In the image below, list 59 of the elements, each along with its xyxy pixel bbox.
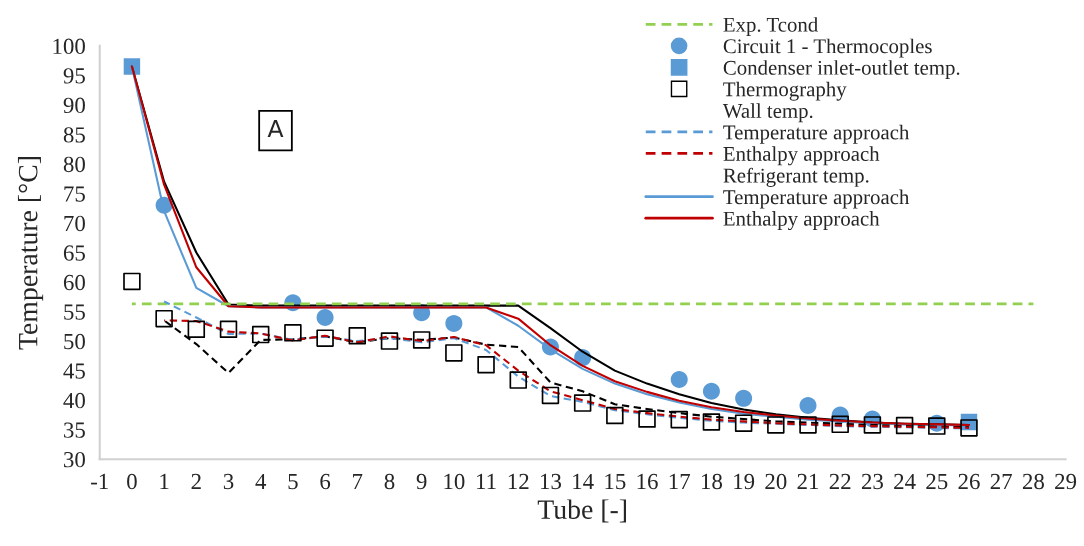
legend-label: Temperature approach: [723, 124, 910, 144]
x-tick-label: 1: [160, 473, 169, 489]
legend-label: Enthalpy approach: [723, 146, 880, 166]
y-tick-label: 75: [64, 186, 85, 202]
x-tick-label: 23: [861, 473, 883, 490]
legend-label: Exp. Tcond: [723, 17, 818, 37]
x-tick-label: 26: [958, 473, 980, 490]
y-tick-label: 80: [63, 156, 85, 173]
y-tick-label: 90: [63, 97, 85, 114]
x-tick-label: 7: [353, 473, 363, 489]
x-tick-label: 12: [508, 473, 529, 489]
x-tick-label: 24: [894, 473, 916, 489]
x-tick-label: 21: [797, 473, 819, 489]
x-tick-label: 2: [191, 473, 201, 489]
x-tick-label: 18: [701, 473, 723, 490]
y-tick-label: 100: [53, 38, 85, 55]
x-tick-label: 11: [477, 473, 496, 489]
legend-label: Circuit 1 - Thermocoples: [723, 38, 932, 58]
y-axis-title: Temperature [°C]: [17, 157, 44, 350]
y-tick-label: 35: [64, 422, 85, 438]
x-tick-label: 6: [320, 473, 331, 490]
x-tick-label: 16: [637, 473, 658, 490]
x-tick-label: -1: [91, 473, 108, 489]
x-axis-title: Tube [-]: [537, 499, 626, 523]
legend-label: Temperature approach: [723, 189, 910, 209]
y-tick-label: 65: [63, 245, 85, 261]
x-tick-label: 29: [1055, 473, 1077, 490]
legend-label: Condenser inlet-outlet temp.: [723, 60, 960, 80]
x-tick-label: 9: [416, 473, 427, 490]
x-tick-label: 14: [573, 473, 594, 489]
x-tick-label: 8: [384, 473, 395, 490]
x-tick-label: 10: [444, 473, 465, 490]
x-tick-label: 22: [829, 473, 851, 489]
x-tick-label: 4: [255, 473, 267, 489]
x-tick-label: 3: [223, 473, 234, 490]
x-tick-label: 5: [288, 473, 298, 490]
x-tick-label: 25: [926, 473, 948, 490]
x-tick-label: 27: [990, 473, 1012, 489]
y-tick-label: 55: [64, 304, 85, 320]
annotation: Refrigerant temp.: [723, 167, 869, 187]
y-tick-label: 45: [63, 363, 85, 379]
legend-label: Thermography: [723, 81, 847, 101]
x-tick-label: 0: [127, 473, 137, 490]
y-tick-label: 85: [63, 127, 85, 143]
x-tick-label: 19: [734, 473, 755, 490]
y-tick-label: 60: [63, 274, 85, 291]
legend-label: Enthalpy approach: [723, 211, 880, 231]
y-tick-label: 30: [64, 451, 85, 468]
annotation: Wall temp.: [722, 103, 813, 123]
y-tick-label: 95: [63, 68, 85, 84]
annotation: A: [267, 119, 284, 138]
y-tick-label: 50: [64, 333, 85, 350]
y-tick-label: 40: [63, 392, 85, 409]
x-tick-label: 15: [605, 473, 626, 490]
x-tick-label: 20: [765, 473, 787, 490]
x-tick-label: 17: [669, 473, 691, 489]
x-tick-label: 13: [541, 473, 562, 490]
x-tick-label: 28: [1022, 473, 1044, 490]
y-tick-label: 70: [64, 215, 85, 232]
